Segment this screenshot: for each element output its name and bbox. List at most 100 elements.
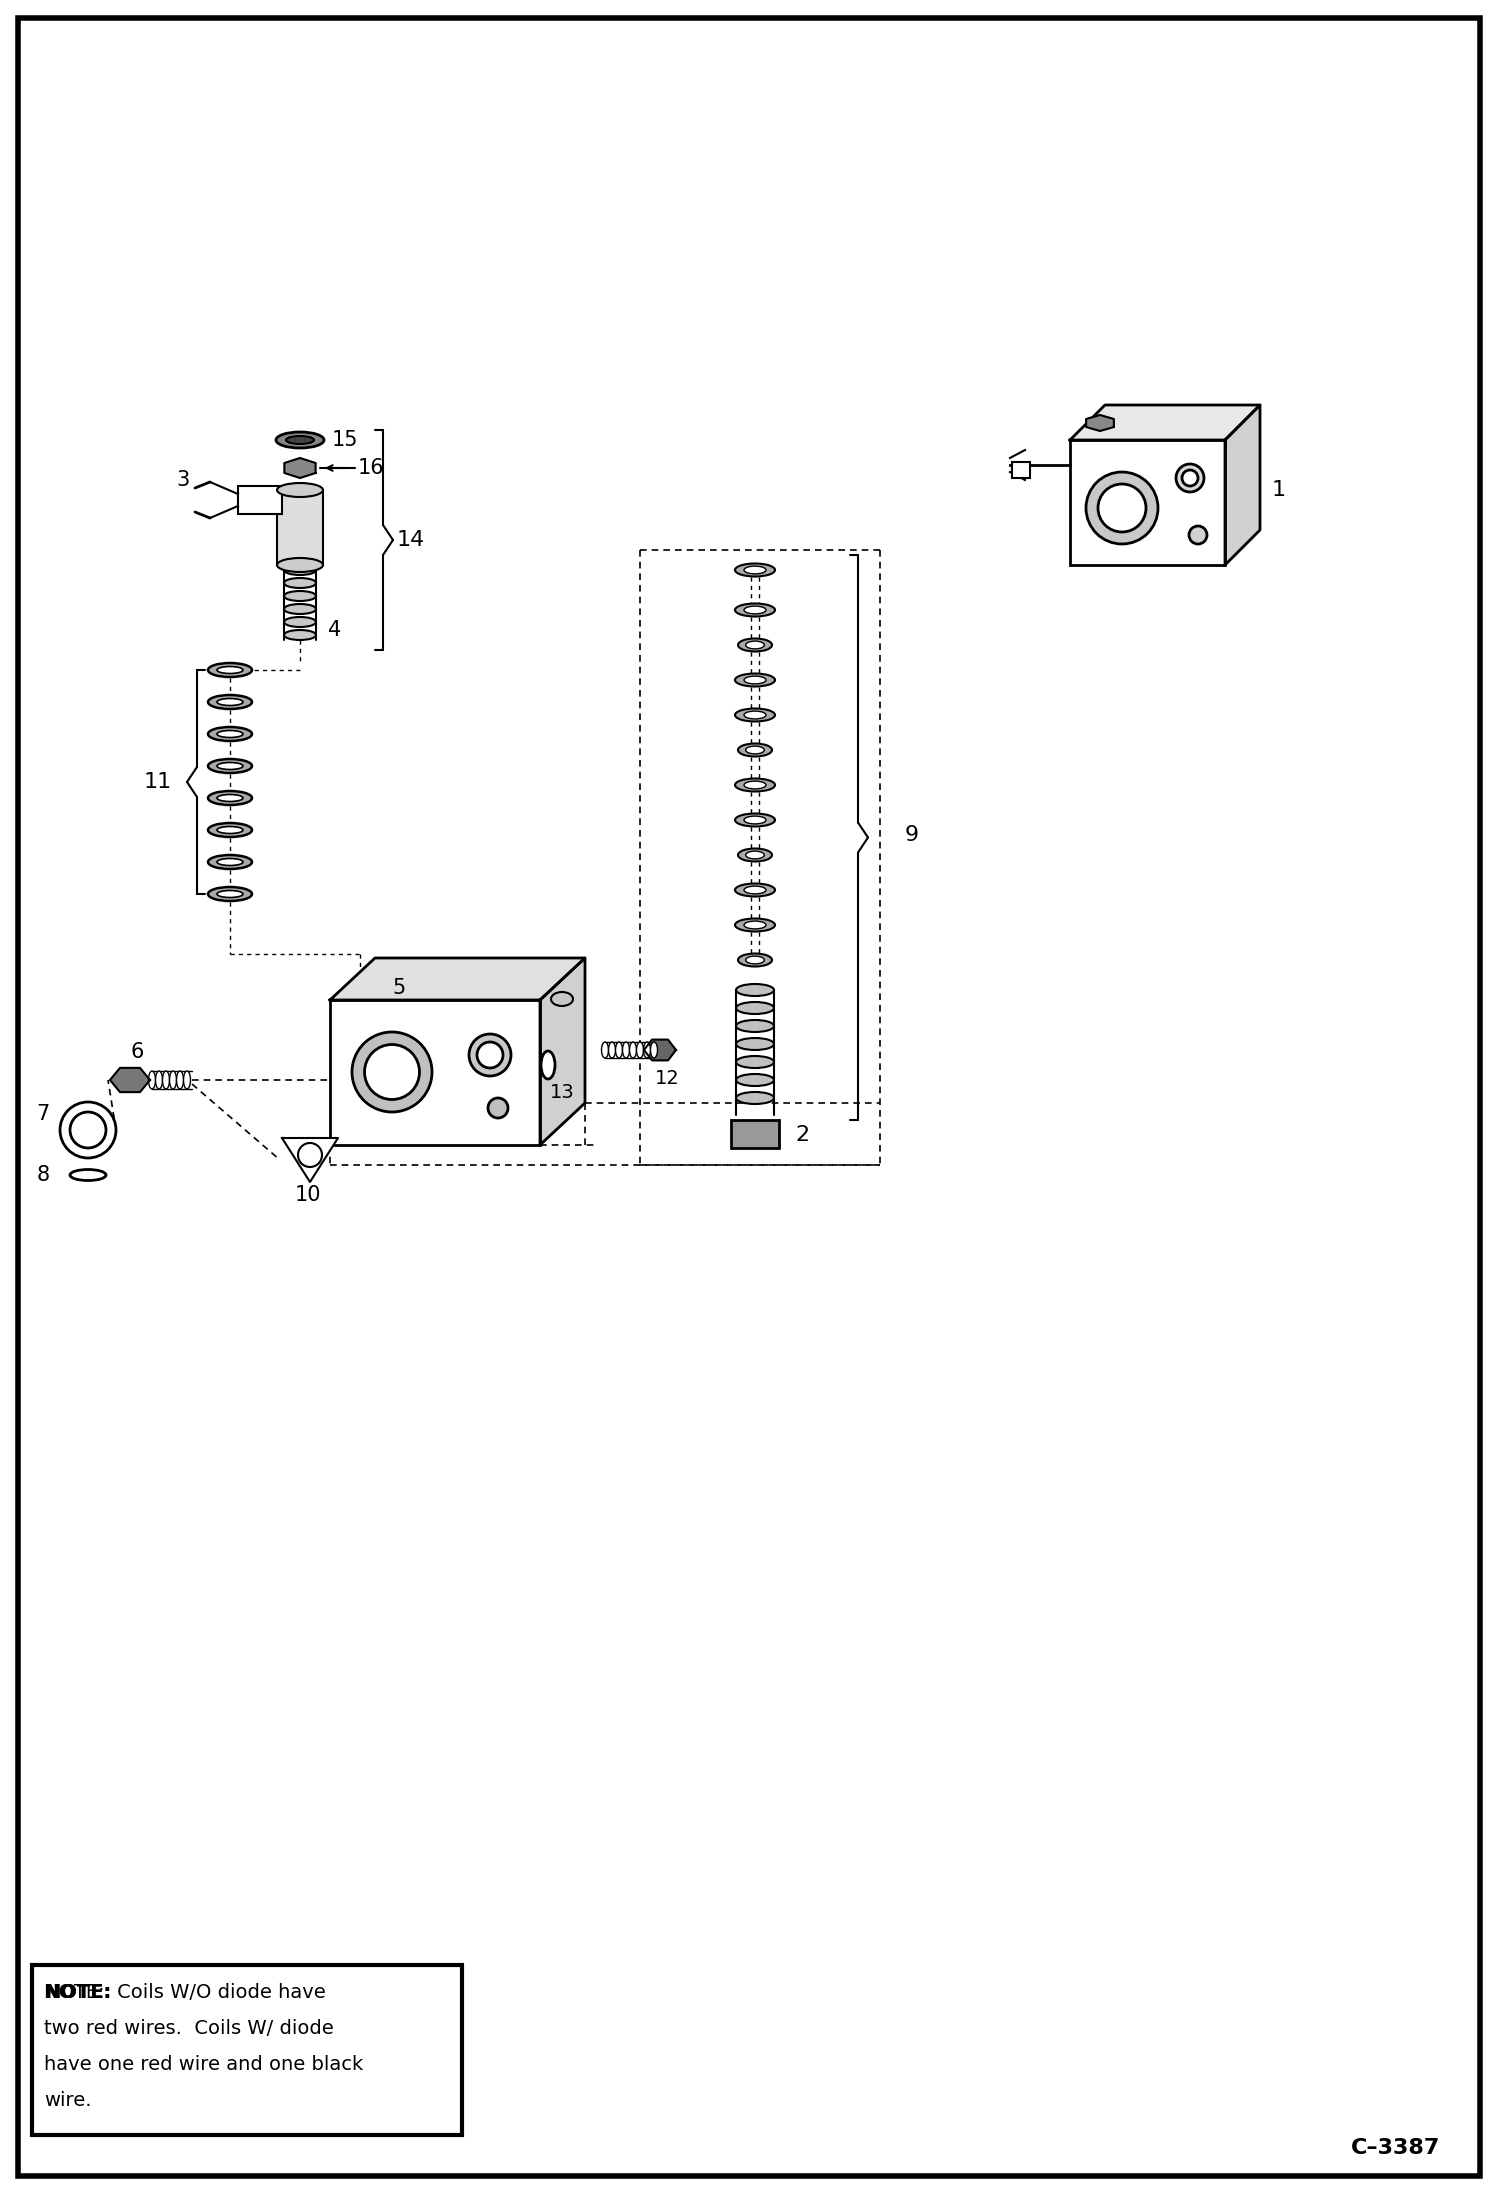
Ellipse shape [602,1042,608,1058]
Bar [31,1966,461,2135]
Ellipse shape [469,1033,511,1075]
Ellipse shape [1182,470,1198,487]
Ellipse shape [745,711,765,720]
Ellipse shape [208,886,252,902]
Ellipse shape [644,1042,650,1058]
Ellipse shape [736,983,774,996]
Bar [1070,441,1225,566]
Ellipse shape [208,759,252,772]
Ellipse shape [277,557,324,573]
Circle shape [298,1143,322,1167]
Ellipse shape [736,814,774,827]
Ellipse shape [217,667,243,674]
Text: 7: 7 [37,1104,49,1123]
Ellipse shape [285,566,316,575]
Polygon shape [109,1068,150,1093]
Ellipse shape [476,1042,503,1068]
Text: two red wires.  Coils W/ diode: two red wires. Coils W/ diode [43,2018,334,2038]
Ellipse shape [286,437,315,443]
Ellipse shape [736,884,774,897]
Ellipse shape [745,606,765,614]
Text: 11: 11 [144,772,172,792]
Text: 6: 6 [130,1042,144,1062]
Ellipse shape [746,746,764,755]
Ellipse shape [736,1038,774,1051]
Ellipse shape [746,957,764,963]
Ellipse shape [156,1071,162,1088]
Ellipse shape [364,1044,419,1099]
Text: have one red wire and one black: have one red wire and one black [43,2056,363,2073]
Text: NOTE:: NOTE: [43,1983,111,2001]
Ellipse shape [608,1042,616,1058]
Text: C–3387: C–3387 [1351,2137,1440,2159]
Ellipse shape [285,617,316,627]
Ellipse shape [739,849,771,862]
Ellipse shape [277,483,324,498]
Ellipse shape [1098,485,1146,531]
Ellipse shape [1176,463,1204,491]
Ellipse shape [217,891,243,897]
Ellipse shape [285,577,316,588]
Polygon shape [1225,406,1260,566]
Text: 1: 1 [1272,480,1287,500]
Bar [731,1119,779,1147]
Ellipse shape [1189,527,1207,544]
Ellipse shape [616,1042,623,1058]
Text: 2: 2 [795,1126,809,1145]
Ellipse shape [217,731,243,737]
Ellipse shape [745,781,765,790]
Ellipse shape [629,1042,637,1058]
Ellipse shape [1086,472,1158,544]
Ellipse shape [276,432,324,448]
Polygon shape [282,1139,339,1183]
Ellipse shape [208,856,252,869]
Bar [330,1000,539,1145]
Ellipse shape [285,630,316,641]
Text: 15: 15 [333,430,358,450]
Ellipse shape [736,1003,774,1014]
Ellipse shape [183,1071,190,1088]
Text: wire.: wire. [43,2091,91,2111]
Ellipse shape [739,954,771,968]
Ellipse shape [745,816,765,825]
Ellipse shape [745,676,765,685]
Ellipse shape [736,603,774,617]
Ellipse shape [208,792,252,805]
Ellipse shape [736,674,774,687]
Ellipse shape [623,1042,629,1058]
Text: 5: 5 [392,979,406,998]
Ellipse shape [217,827,243,834]
Ellipse shape [208,663,252,678]
Bar [277,489,324,566]
Ellipse shape [736,709,774,722]
Ellipse shape [70,1169,106,1180]
Ellipse shape [177,1071,183,1088]
Ellipse shape [650,1042,658,1058]
Ellipse shape [746,641,764,649]
Ellipse shape [736,564,774,577]
Ellipse shape [169,1071,177,1088]
Circle shape [70,1112,106,1147]
Ellipse shape [736,779,774,792]
Ellipse shape [217,794,243,801]
Text: 14: 14 [397,531,425,551]
Ellipse shape [285,603,316,614]
Ellipse shape [488,1097,508,1119]
Ellipse shape [745,921,765,928]
Ellipse shape [541,1051,554,1079]
Ellipse shape [217,698,243,706]
Ellipse shape [285,590,316,601]
Ellipse shape [736,1020,774,1031]
Text: NOTE:: NOTE: [43,1983,111,2001]
Circle shape [60,1101,115,1158]
Ellipse shape [352,1031,431,1112]
Polygon shape [285,459,316,478]
Ellipse shape [736,919,774,932]
Ellipse shape [148,1071,156,1088]
Text: 16: 16 [358,459,385,478]
Text: 3: 3 [177,470,190,489]
Ellipse shape [217,858,243,864]
Polygon shape [1086,415,1115,430]
Ellipse shape [745,886,765,893]
Bar [238,487,282,513]
